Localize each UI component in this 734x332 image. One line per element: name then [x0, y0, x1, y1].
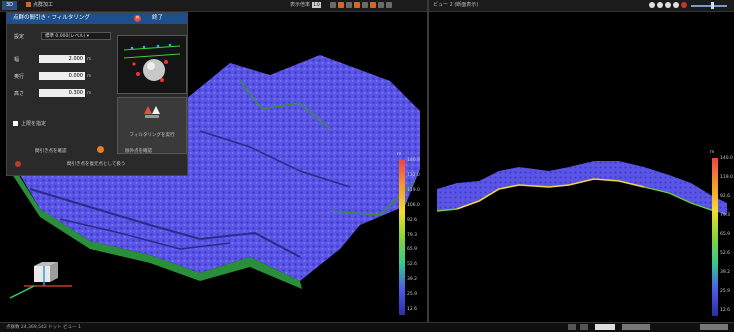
zoom-input[interactable]: 1.0	[312, 2, 321, 8]
fit-icon[interactable]	[338, 2, 344, 8]
colorbar-tick: 25.9	[407, 292, 418, 298]
snap-icon[interactable]	[580, 324, 588, 330]
view-section[interactable]: ビュー 2 (断面表示) m 140.0 119.0 92.6 79.3 65.9 52.6…	[429, 0, 734, 322]
rotate-icon[interactable]	[346, 2, 352, 8]
setting-label: 設定	[14, 34, 25, 40]
zoom-in-icon[interactable]	[649, 2, 655, 8]
colorbar-tick: 132.0	[407, 172, 420, 178]
check-excluded-button[interactable]: 除外点を確認	[125, 149, 152, 154]
check-thinned-button[interactable]: 間引き点を確認	[35, 149, 67, 154]
reset-icon[interactable]	[673, 2, 679, 8]
tab-3d[interactable]: 3D	[2, 1, 18, 10]
colorbar-tick: 52.6	[720, 251, 731, 256]
color-icon[interactable]	[370, 2, 376, 8]
setting-select-value: 標準 0.000(レベル)	[45, 34, 86, 39]
colorbar-tick: 119.0	[407, 187, 420, 193]
mode-button[interactable]	[595, 324, 615, 330]
colorbar-tick: 12.6	[720, 308, 731, 313]
measure-icon[interactable]	[362, 2, 368, 8]
camera-icon[interactable]	[386, 2, 392, 8]
setting-select[interactable]: 標準 0.000(レベル) ▾	[41, 32, 111, 40]
right-colorbar-unit: m	[710, 150, 715, 155]
tab-pointcloud[interactable]: 点群加工	[22, 1, 57, 10]
depth-unit: m	[87, 74, 92, 79]
height-unit: m	[87, 91, 92, 96]
panel-header: 点群の間引き・フィルタリング ✕ 終了	[7, 13, 187, 24]
home-icon[interactable]	[330, 2, 336, 8]
tab-pointcloud-label: 点群加工	[33, 2, 54, 8]
height-input[interactable]: 0.300	[39, 89, 85, 97]
status-bar: 点群数 24,369,542 ドット ビュー 1	[0, 322, 734, 332]
colorbar-tick: 92.6	[407, 217, 418, 223]
colorbar-tick: 65.9	[407, 247, 418, 253]
filter-panel: 点群の間引き・フィルタリング ✕ 終了 設定 標準 0.000(レベル) ▾ 幅…	[6, 12, 188, 176]
refresh-icon[interactable]	[97, 146, 104, 153]
run-filter-label: フィルタリングを実行	[129, 133, 175, 138]
depth-input[interactable]: 0.000	[39, 72, 85, 80]
left-colorbar-unit: m	[397, 152, 402, 157]
close-button[interactable]: 終了	[152, 15, 164, 21]
right-view-title: ビュー 2 (断面表示)	[433, 2, 479, 8]
colorbar-tick: 79.3	[407, 232, 418, 238]
section-slider-thumb[interactable]	[711, 2, 714, 9]
colorbar-tick: 79.3	[720, 213, 731, 218]
limit-checkbox-label: 上限を指定	[21, 121, 47, 127]
colorbar-tick: 39.2	[407, 277, 418, 283]
left-toolbar: 3D 点群加工 表示倍率 1.0	[0, 0, 428, 12]
limit-checkbox[interactable]	[13, 121, 18, 126]
status-text: 点群数 24,369,542 ドット ビュー 1	[6, 325, 81, 330]
section-slider[interactable]	[691, 5, 727, 7]
pan-icon[interactable]	[665, 2, 671, 8]
colorbar-tick: 119.0	[720, 175, 733, 180]
run-filter-button[interactable]: フィルタリングを実行	[117, 97, 187, 154]
restore-points-button[interactable]: 間引き点を復元点として扱う	[67, 162, 126, 167]
scale-box[interactable]	[700, 324, 728, 330]
colorbar-tick: 25.9	[720, 289, 731, 294]
settings-icon[interactable]	[378, 2, 384, 8]
width-label: 幅	[14, 57, 20, 63]
record-icon[interactable]	[681, 2, 687, 8]
colorbar-tick: 39.2	[720, 270, 731, 275]
depth-label: 奥行	[14, 74, 25, 80]
colorbar-tick: 140.0	[720, 156, 733, 161]
width-input[interactable]: 2.000	[39, 55, 85, 63]
zoom-out-icon[interactable]	[657, 2, 663, 8]
left-color-scale	[399, 160, 405, 315]
view-divider[interactable]	[427, 0, 429, 322]
right-color-scale	[712, 158, 718, 316]
axis-gizmo	[9, 262, 72, 299]
panel-title: 点群の間引き・フィルタリング	[13, 15, 90, 21]
section-icon[interactable]	[354, 2, 360, 8]
zoom-box[interactable]	[622, 324, 650, 330]
warning-icon	[15, 161, 21, 167]
filter-preview-image	[117, 35, 187, 94]
close-icon[interactable]: ✕	[134, 15, 141, 22]
colorbar-tick: 65.9	[720, 232, 731, 237]
right-toolbar: ビュー 2 (断面表示)	[429, 0, 734, 12]
view-3d[interactable]: 3D 点群加工 表示倍率 1.0	[0, 0, 428, 322]
colorbar-tick: 140.0	[407, 158, 420, 163]
section-profile-render[interactable]	[429, 11, 734, 322]
pointcloud-icon	[26, 2, 31, 7]
grid-icon[interactable]	[568, 324, 576, 330]
colorbar-tick: 12.6	[407, 307, 418, 312]
colorbar-tick: 106.0	[407, 202, 420, 208]
width-unit: m	[87, 57, 92, 62]
height-label: 高さ	[14, 91, 25, 97]
zoom-label: 表示倍率	[290, 2, 311, 8]
filter-run-icon	[144, 106, 160, 118]
colorbar-tick: 92.6	[720, 194, 731, 199]
colorbar-tick: 52.6	[407, 262, 418, 268]
